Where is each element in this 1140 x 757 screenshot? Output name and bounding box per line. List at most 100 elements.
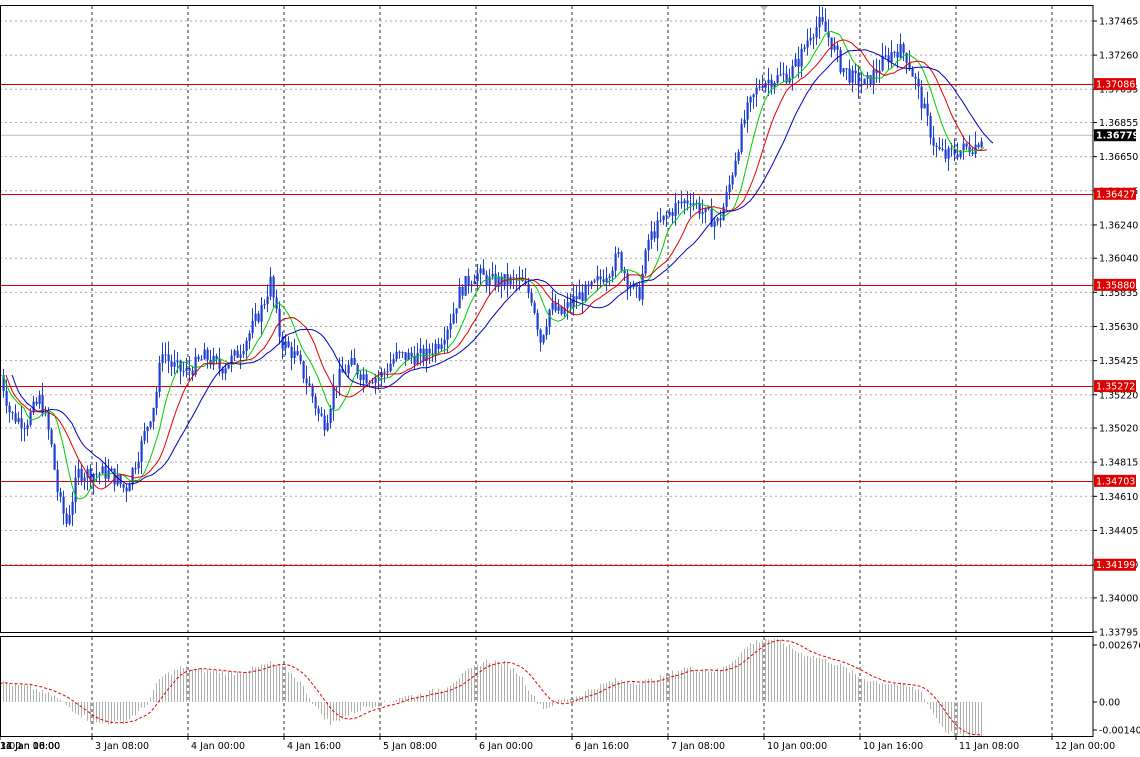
candle-body [560,306,563,315]
candle-body [254,313,257,321]
candle-body [911,69,914,77]
candle-body [887,55,890,63]
time-tick-label: 4 Jan 16:00 [287,741,341,752]
candle-body [224,368,227,374]
candle-body [962,143,965,151]
candle-body [671,212,674,216]
candle-body [476,273,479,282]
candle-body [746,102,749,120]
price-tick-label: 1.34815 [1099,458,1138,469]
candle-body [389,363,392,372]
candle-body [503,274,506,286]
ma-fast-line [2,30,985,500]
candle-body [23,428,26,430]
current-price-label: 1.36779 [1096,131,1139,142]
time-axis: 3:00 3 Jan 08:00 4 Jan 00:00 4 Jan 16:00 5 J… [0,736,1115,752]
candle-body [257,313,260,322]
candle-body [158,362,161,392]
candle-body [968,146,971,153]
candle-body [17,418,20,422]
candle-body [635,283,638,287]
candle-body [404,352,407,361]
candle-body [569,302,572,307]
candle-body [86,469,89,478]
candle-body [230,355,233,365]
time-tick-label: 12 Jan 00:00 [1055,741,1115,752]
candle-body [764,83,767,88]
candle-body [644,250,647,274]
candle-body [95,473,98,475]
candle-body [725,192,728,207]
candle-body [893,51,896,53]
candle-body [749,97,752,103]
candle-body [629,287,632,289]
candle-body [431,353,434,355]
candle-body [167,354,170,362]
candle-body [5,391,8,406]
level-price-label: 1.37086 [1096,80,1135,91]
ma-mid-line [5,39,988,490]
candle-body [767,79,770,84]
candle-body [260,304,263,322]
candle-body [704,207,707,213]
oscillator-panel-border [0,636,1094,737]
candle-body [323,415,326,431]
candle-body [695,202,698,204]
candle-body [977,144,980,148]
candle-body [149,421,152,428]
candle-body [2,374,5,392]
candle-body [956,154,959,158]
candle-body [548,309,551,327]
candle-body [101,466,104,474]
oscillator-tick-label: -0.001402 [1099,726,1140,737]
candle-body [779,74,782,76]
candle-body [446,329,449,340]
candle-body [116,475,119,485]
price-tick-label: 1.37055 [1099,85,1138,96]
candle-body [326,422,329,431]
oscillator-panel [0,638,982,738]
candle-body [341,368,344,373]
candle-body [314,396,317,409]
candle-body [716,218,719,222]
candle-body [140,440,143,462]
candle-body [407,352,410,361]
candle-body [92,473,95,482]
candle-body [611,270,614,277]
candle-body [827,31,830,38]
candle-body [686,200,689,204]
candle-body [938,147,941,149]
price-tick-label: 1.35425 [1099,356,1138,367]
candle-body [923,103,926,109]
horizontal-levels[interactable] [0,84,1093,566]
candle-body [206,349,209,360]
candle-body [20,418,23,429]
time-tick-label: 4 Jan 00:00 [191,741,245,752]
time-tick-label: 12 Jan 16:00 [0,741,60,752]
scroll-marker-icon[interactable] [760,6,768,11]
candle-body [137,461,140,469]
candle-body [458,286,461,309]
candle-body [665,215,668,217]
candle-body [56,469,59,493]
candle-body [710,208,713,227]
candle-body [455,308,458,314]
time-tick-label: 5 Jan 08:00 [383,741,437,752]
candle-body [74,477,77,502]
candle-body [479,268,482,274]
candle-body [50,429,53,445]
candle-body [332,386,335,410]
candle-body [176,360,179,363]
level-price-box [1094,474,1136,487]
candle-body [215,355,218,360]
candle-body [164,354,167,356]
candle-body [659,220,662,222]
signal-line [0,639,982,736]
candle-body [776,75,779,83]
candle-body [722,206,725,221]
level-price-label: 1.34199 [1096,560,1135,571]
candle-body [782,73,785,75]
price-tick-label: 1.36040 [1099,254,1138,265]
time-tick-label: 10 Jan 00:00 [767,741,827,752]
